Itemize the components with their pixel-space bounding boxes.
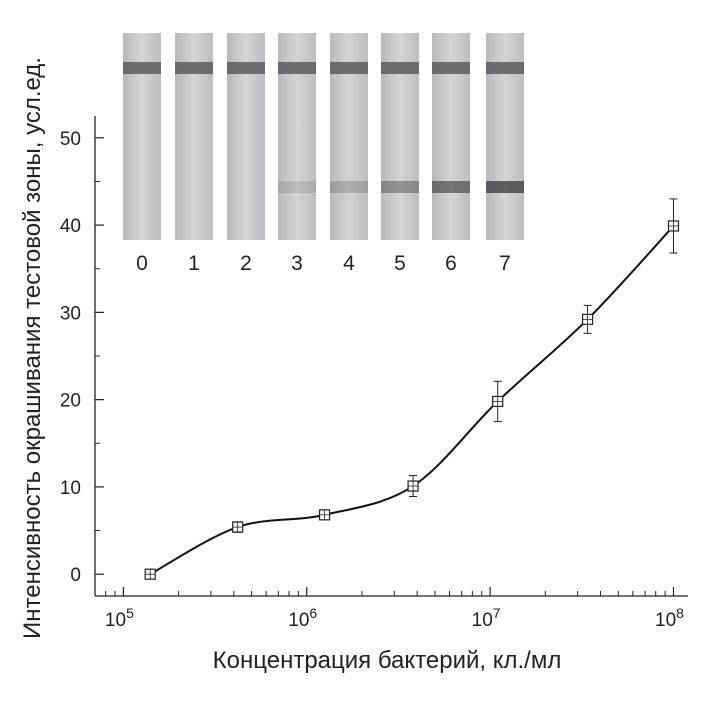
data-points (144, 198, 680, 580)
y-tick-label: 50 (60, 129, 81, 150)
y-tick-label: 40 (60, 216, 81, 237)
y-tick-label: 20 (60, 391, 81, 412)
fit-curve (149, 225, 675, 576)
y-tick-label: 30 (60, 303, 81, 324)
data-point (318, 509, 331, 521)
strip-label: 1 (188, 252, 200, 275)
test-strip: 6 (432, 33, 470, 275)
fit-curve-group (149, 225, 675, 576)
test-strip: 5 (381, 33, 419, 275)
test-line (278, 181, 316, 193)
test-line (432, 181, 470, 193)
test-strip: 7 (486, 33, 524, 275)
data-point (492, 380, 504, 422)
data-point (581, 304, 594, 334)
strip-label: 0 (136, 252, 148, 275)
control-line (278, 62, 316, 74)
y-tick-label: 10 (60, 478, 81, 499)
strip-label: 5 (394, 252, 406, 275)
control-line (175, 62, 213, 74)
x-tick-label: 105 (105, 605, 134, 631)
control-line (330, 62, 368, 74)
test-strip: 0 (123, 33, 161, 275)
control-line (123, 62, 161, 74)
strip-label: 6 (445, 252, 457, 275)
strip-label: 3 (291, 252, 303, 275)
test-line (330, 181, 368, 193)
control-line (432, 62, 470, 74)
test-strip: 2 (227, 33, 265, 275)
x-tick-label: 106 (288, 605, 317, 631)
data-point (667, 198, 680, 254)
y-tick-label: 0 (70, 565, 81, 586)
x-tick-label: 108 (655, 605, 684, 631)
strip-label: 2 (240, 252, 252, 275)
test-strip: 1 (175, 33, 213, 275)
test-line (381, 181, 419, 193)
test-line (486, 181, 524, 193)
control-line (227, 62, 265, 74)
test-strip: 4 (330, 33, 368, 275)
strip-label: 4 (343, 252, 355, 275)
strip-label: 7 (499, 252, 511, 275)
control-line (486, 62, 524, 74)
data-point (407, 475, 419, 498)
x-tick-label: 107 (472, 605, 501, 631)
test-strip: 3 (278, 33, 316, 275)
data-point (144, 568, 156, 580)
data-point (232, 521, 244, 533)
x-axis-title: Концентрация бактерий, кл./мл (213, 647, 562, 674)
control-line (381, 62, 419, 74)
test-strip-inset: 0 1 2 3 4 5 6 7 (123, 33, 524, 275)
y-axis-title: Интенсивность окрашивания тестовой зоны,… (19, 57, 46, 639)
